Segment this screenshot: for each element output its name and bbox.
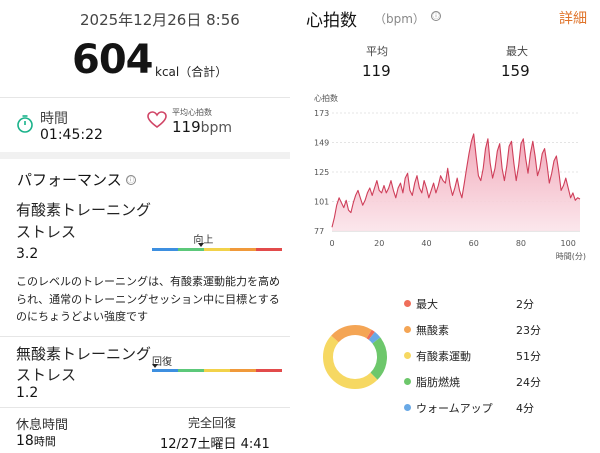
stress-bar-segment	[256, 369, 282, 372]
chart-y-tick-label: 125	[314, 168, 329, 177]
divider	[0, 97, 290, 98]
legend-zone-duration: 4分	[516, 402, 534, 415]
rest-time-label: 休息時間	[16, 418, 69, 433]
stress-bar-segment	[204, 369, 230, 372]
legend-zone-duration: 23分	[516, 324, 541, 337]
legend-zone-duration: 2分	[516, 298, 534, 311]
stress-bar-segment	[178, 369, 204, 372]
legend-zone-duration: 51分	[516, 350, 541, 363]
total-calories: 604	[72, 37, 153, 83]
aerobic-stress-label-line2: ストレス	[16, 223, 77, 241]
chart-y-axis-label: 心拍数	[314, 93, 338, 103]
heart-rate-chart: 心拍数 173 149 125 101 77 0 20 40 60 80 100 時間(分)	[314, 93, 586, 261]
stress-bar-segment	[230, 369, 256, 372]
heart-icon	[147, 111, 167, 128]
stress-bar-segment	[178, 248, 204, 251]
detail-link[interactable]: 詳細	[559, 11, 587, 27]
donut-slice	[370, 337, 387, 380]
hr-max-label: 最大	[506, 45, 528, 58]
workout-summary-panel: 2025年12月26日 8:56 604 kcal（合計） 時間 01:45:2…	[0, 0, 290, 453]
info-icon[interactable]: ⓘ	[125, 175, 136, 185]
aerobic-stress-bar	[152, 248, 282, 251]
duration-value: 01:45:22	[40, 127, 103, 143]
legend-color-dot	[404, 326, 411, 333]
divider	[0, 336, 290, 337]
legend-zone-name: 有酸素運動	[416, 350, 471, 363]
chart-x-axis-label: 時間(分)	[556, 252, 586, 261]
full-recovery-label: 完全回復	[188, 416, 237, 430]
stopwatch-icon	[17, 115, 33, 133]
heart-rate-panel: 心拍数 （bpm） ⓘ 詳細 平均 119 最大 159 心拍数 173 149 12…	[290, 0, 600, 453]
anaerobic-stress-label: 無酸素トレーニング	[16, 345, 152, 363]
legend-zone-name: 脂肪燃焼	[416, 376, 460, 389]
heart-rate-unit: （bpm）	[374, 12, 425, 26]
anaerobic-stress-bar	[152, 369, 282, 372]
donut-slice	[366, 329, 375, 340]
chart-x-tick-label: 60	[469, 239, 479, 248]
chart-x-tick-label: 0	[329, 239, 334, 248]
heart-rate-line	[331, 133, 581, 228]
aerobic-stress-value: 3.2	[16, 246, 39, 262]
chart-x-tick-label: 80	[516, 239, 526, 248]
section-separator	[0, 152, 290, 159]
chart-x-tick-label: 100	[561, 239, 576, 248]
rest-time-value: 18時間	[16, 433, 56, 449]
legend-zone-name: 無酸素	[416, 324, 449, 337]
anaerobic-stress-label-line2: ストレス	[16, 366, 77, 384]
stress-bar-segment	[230, 248, 256, 251]
aerobic-stress-label: 有酸素トレーニング	[16, 201, 152, 219]
stress-bar-segment	[152, 248, 178, 251]
hr-max-value: 159	[501, 62, 530, 80]
donut-slice	[368, 331, 381, 344]
heart-rate-title: 心拍数	[306, 11, 357, 31]
calories-unit: kcal（合計）	[155, 65, 228, 79]
avg-heart-rate-unit: bpm	[200, 120, 233, 136]
stress-bar-segment	[204, 248, 230, 251]
full-recovery-value: 12/27土曜日 4:41	[160, 437, 270, 452]
aerobic-level-marker	[198, 243, 205, 247]
rest-time-unit: 時間	[33, 435, 56, 448]
hr-zone-donut-chart	[323, 325, 387, 389]
performance-description: このレベルのトレーニングは、有酸素運動能力を高められ、通常のトレーニングセッショ…	[16, 275, 280, 323]
info-icon[interactable]: ⓘ	[431, 11, 441, 21]
chart-y-tick-label: 173	[314, 109, 329, 118]
aerobic-level-label: 向上	[193, 235, 214, 246]
anaerobic-level-label: 回復	[152, 357, 172, 368]
hr-average-value: 119	[362, 62, 391, 80]
avg-heart-rate-value: 119bpm	[172, 118, 233, 136]
anaerobic-level-marker	[151, 364, 158, 368]
legend-color-dot	[404, 378, 411, 385]
chart-x-tick-label: 20	[374, 239, 384, 248]
legend-color-dot	[404, 404, 411, 411]
chart-y-tick-label: 149	[314, 139, 329, 148]
anaerobic-stress-value: 1.2	[16, 385, 39, 401]
hr-average-label: 平均	[366, 45, 388, 58]
stress-bar-segment	[152, 369, 178, 372]
heart-rate-area	[332, 133, 580, 231]
legend-color-dot	[404, 352, 411, 359]
legend-color-dot	[404, 300, 411, 307]
chart-x-tick-label: 40	[421, 239, 431, 248]
legend-zone-name: 最大	[416, 298, 438, 311]
divider	[0, 407, 290, 408]
chart-y-tick-label: 101	[314, 198, 329, 207]
duration-label: 時間	[40, 111, 68, 127]
avg-heart-rate-label: 平均心拍数	[172, 108, 212, 117]
donut-slice	[323, 335, 378, 389]
donut-slice	[331, 325, 372, 343]
legend-zone-duration: 24分	[516, 376, 541, 389]
chart-y-tick-label: 77	[314, 227, 324, 236]
performance-title: パフォーマンス ⓘ	[17, 171, 136, 189]
legend-zone-name: ウォームアップ	[416, 402, 493, 415]
stress-bar-segment	[256, 248, 282, 251]
workout-datetime: 2025年12月26日 8:56	[80, 11, 240, 29]
